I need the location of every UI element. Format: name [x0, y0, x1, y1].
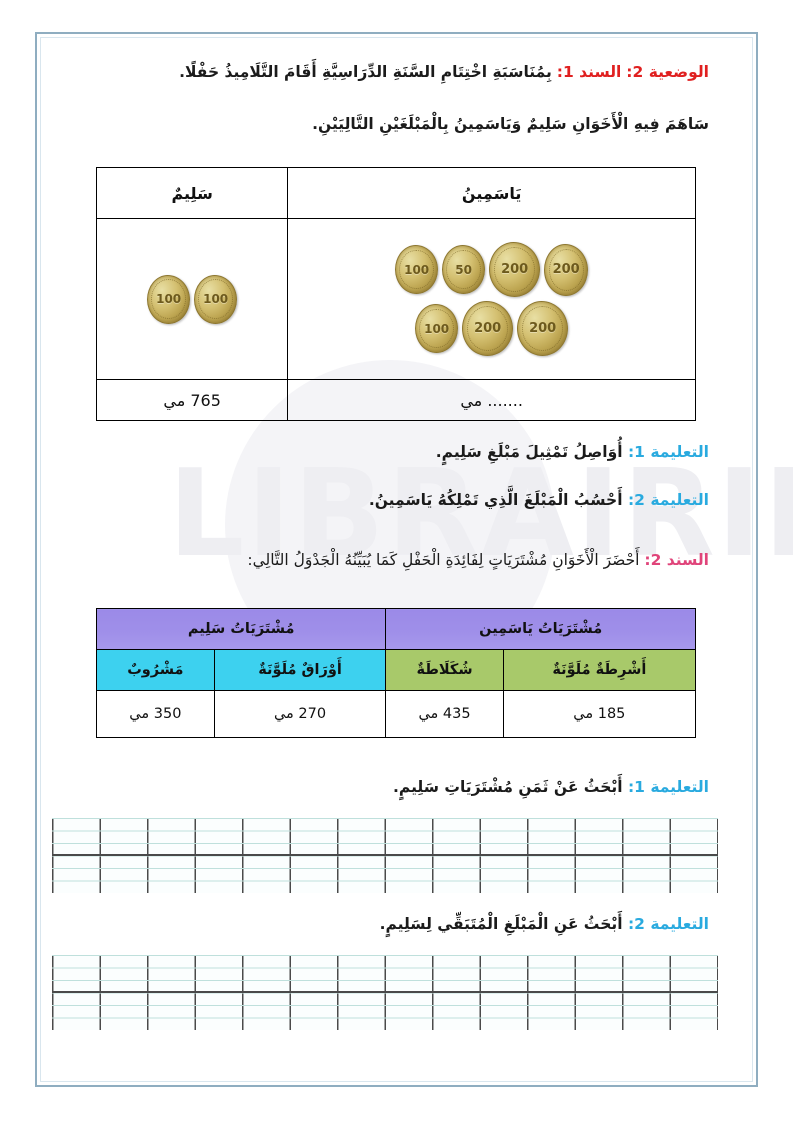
coin-denomination: 200 [552, 262, 580, 277]
coin-200-icon: 200 [544, 243, 589, 296]
group-header-salim: مُشْتَرَيَاتُ سَلِيم [95, 608, 387, 650]
column-header-ribbons: أَشْرِطَةٌ مُلَوَّنَةٌ [502, 649, 697, 691]
table-row-coins: 100 50 200 200 [95, 218, 696, 380]
instruction-b-2-label: التعليمة 2: [627, 915, 709, 933]
page-border-frame-inner [40, 37, 753, 1082]
coin-denomination: 100 [404, 262, 430, 277]
table-row-column-headers: أَشْرِطَةٌ مُلَوَّنَةٌ شُكَلَاطَةٌ أَوْر… [96, 649, 697, 691]
instruction-b-1: التعليمة 1: أَبْحَثُ عَنْ ثَمَنِ مُشْتَر… [99, 775, 709, 800]
value-cell-ribbons: 185 مي [502, 690, 697, 738]
situation-intro-line-2: سَاهَمَ فِيهِ الْأَخَوَانِ سَلِيمٌ وَيَا… [99, 112, 709, 137]
coin-100-icon: 100 [147, 274, 191, 324]
instruction-b-1-label: التعليمة 1: [627, 778, 709, 796]
page-border-frame [35, 32, 758, 1087]
situation-intro-text-1: بِمُنَاسَبَةِ اخْتِتَامِ السَّنَةِ الدِّ… [179, 63, 552, 81]
situation-intro-line-1: الوضعية 2: السند 1: بِمُنَاسَبَةِ اخْتِت… [99, 60, 709, 85]
column-header-chocolate: شُكَلَاطَةٌ [385, 649, 504, 691]
coin-50-icon: 50 [442, 245, 486, 294]
coin-denomination: 200 [529, 321, 557, 336]
instruction-a-1-label: التعليمة 1: [627, 443, 709, 461]
coin-200-icon: 200 [462, 301, 514, 356]
instruction-a-2: التعليمة 2: أَحْسُبُ الْمَبْلَغَ الَّذِي… [99, 488, 709, 513]
salim-coin-row-1: 100 100 [147, 274, 238, 324]
column-header-colored-paper: أَوْرَاقٌ مُلَوَّنَةٌ [213, 649, 387, 691]
header-cell-yasmine: يَاسَمِينُ [287, 167, 696, 219]
source-2-text: أَحْضَرَ الْأَخَوَانِ مُشْتَرَيَاتٍ لِفَ… [247, 551, 640, 569]
instruction-a-1-text: أُوَاصِلُ تَمْثِيلَ مَبْلَغِ سَلِيمٍ. [435, 443, 623, 461]
yasmine-coin-row-1: 100 50 200 200 [395, 242, 589, 297]
situation-intro-text-2: سَاهَمَ فِيهِ الْأَخَوَانِ سَلِيمٌ وَيَا… [312, 115, 709, 133]
coin-100-icon: 100 [395, 245, 439, 294]
instruction-a-2-label: التعليمة 2: [627, 491, 709, 509]
coin-denomination: 100 [203, 292, 229, 306]
header-cell-salim: سَلِيمٌ [95, 167, 289, 219]
coin-denomination: 50 [455, 262, 472, 277]
source-1-label: السند 1: [556, 63, 622, 81]
value-cell-colored-paper: 270 مي [213, 690, 387, 738]
column-header-drink: مَشْرُوبٌ [96, 649, 215, 691]
coin-100-icon: 100 [415, 304, 459, 353]
coin-200-icon: 200 [489, 242, 541, 297]
group-header-yasmine: مُشْتَرَيَاتُ يَاسَمِين [385, 608, 696, 650]
coin-denomination: 200 [474, 321, 502, 336]
table-row-values: 185 مي 435 مي 270 مي 350 مي [96, 690, 697, 738]
source-2-label: السند 2: [644, 551, 709, 569]
coins-amounts-table: يَاسَمِينُ سَلِيمٌ 100 50 [95, 167, 696, 421]
purchases-table: مُشْتَرَيَاتُ يَاسَمِين مُشْتَرَيَاتُ سَ… [95, 608, 697, 738]
instruction-a-1: التعليمة 1: أُوَاصِلُ تَمْثِيلَ مَبْلَغِ… [99, 440, 709, 465]
value-cell-chocolate: 435 مي [385, 690, 504, 738]
answer-grid-2[interactable] [52, 955, 718, 1030]
instruction-b-1-text: أَبْحَثُ عَنْ ثَمَنِ مُشْتَرَيَاتِ سَلِي… [393, 778, 623, 796]
instruction-b-2-text: أَبْحَثُ عَنِ الْمَبْلَغِ الْمُتَبَقِّي … [379, 915, 623, 933]
coin-100-icon: 100 [194, 274, 238, 324]
salim-coin-group: 100 100 [97, 267, 287, 332]
answer-grid-1[interactable] [52, 818, 718, 893]
amount-cell-yasmine: ....... مي [287, 379, 696, 421]
coins-cell-yasmine: 100 50 200 200 [287, 218, 696, 380]
coin-200-icon: 200 [517, 301, 569, 356]
table-row-group-headers: مُشْتَرَيَاتُ يَاسَمِين مُشْتَرَيَاتُ سَ… [95, 608, 696, 650]
instruction-b-2: التعليمة 2: أَبْحَثُ عَنِ الْمَبْلَغِ ال… [99, 912, 709, 937]
amount-cell-salim: 765 مي [95, 379, 289, 421]
table-row-headers: يَاسَمِينُ سَلِيمٌ [95, 167, 696, 219]
yasmine-coin-row-2: 100 200 200 [415, 301, 569, 356]
coin-denomination: 200 [501, 262, 529, 277]
yasmine-coin-group: 100 50 200 200 [288, 234, 695, 364]
coin-denomination: 100 [424, 321, 450, 336]
coins-cell-salim: 100 100 [95, 218, 289, 380]
situation-label: الوضعية 2: [626, 63, 709, 81]
value-cell-drink: 350 مي [96, 690, 215, 738]
table-row-amounts: ....... مي 765 مي [95, 379, 696, 421]
instruction-a-2-text: أَحْسُبُ الْمَبْلَغَ الَّذِي تَمْلِكُهُ … [368, 491, 623, 509]
coin-denomination: 100 [156, 292, 182, 306]
source-2-line: السند 2: أَحْضَرَ الْأَخَوَانِ مُشْتَرَي… [99, 548, 709, 573]
